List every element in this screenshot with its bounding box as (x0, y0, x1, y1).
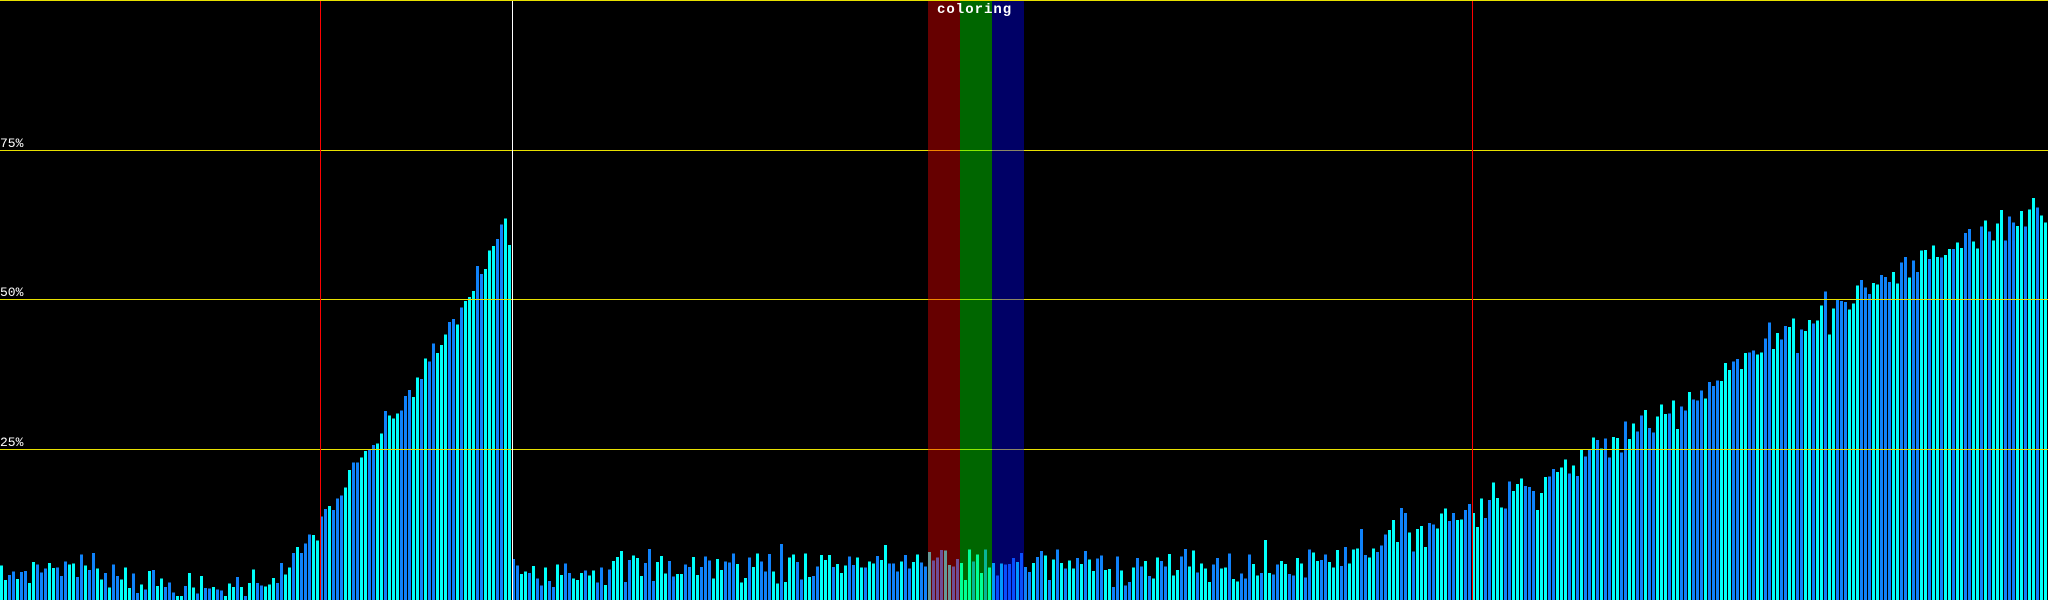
svg-text:coloring: coloring (937, 2, 1012, 18)
svg-text:25%: 25% (0, 435, 24, 450)
svg-text:75%: 75% (0, 136, 24, 151)
svg-text:50%: 50% (0, 285, 24, 300)
